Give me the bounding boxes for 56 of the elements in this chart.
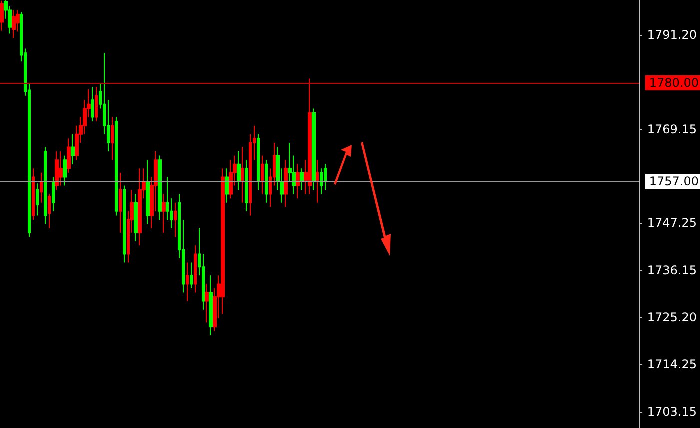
candlestick	[245, 160, 248, 212]
candlestick	[40, 172, 43, 204]
candlestick	[71, 134, 75, 165]
candlestick	[225, 168, 229, 204]
candlestick	[209, 275, 213, 336]
candlestick	[300, 168, 304, 191]
y-tick-label: 1736.15	[647, 264, 697, 278]
candlestick	[134, 194, 138, 242]
y-tick-label: 1703.15	[647, 404, 697, 419]
candlestick	[138, 168, 142, 246]
candlestick	[32, 168, 35, 220]
candlestick	[63, 155, 67, 186]
y-tick-label: 1725.20	[647, 310, 697, 325]
candlestick	[316, 160, 319, 204]
y-tick-label: 1747.25	[647, 216, 697, 230]
ref-line-label: 1780.00	[649, 76, 699, 90]
candlestick	[44, 146, 47, 225]
candlestick	[36, 183, 39, 216]
candlestick	[174, 202, 177, 238]
candlestick	[146, 160, 150, 225]
ref-line-label: 1757.00	[649, 174, 699, 188]
candlestick	[91, 86, 94, 122]
candlestick	[52, 176, 55, 212]
candlestick	[237, 151, 241, 191]
candlestick	[55, 151, 59, 191]
candlestick	[12, 10, 16, 39]
candlestick	[265, 160, 268, 204]
y-tick-label: 1791.20	[647, 28, 697, 42]
candlestick	[324, 164, 327, 191]
candlestick	[241, 146, 244, 204]
y-tick-label: 1714.25	[647, 357, 697, 372]
candlestick	[95, 86, 98, 122]
candlestick	[67, 138, 71, 174]
candlestick	[59, 151, 63, 186]
candlestick	[111, 116, 114, 161]
candlestick	[284, 160, 288, 208]
candlestick	[205, 284, 209, 324]
candlestick	[229, 160, 233, 200]
candlestick	[308, 78, 312, 195]
candlestick	[312, 108, 316, 191]
candlestick	[162, 194, 166, 234]
candlestick	[190, 262, 193, 289]
candlestick	[186, 262, 189, 302]
candlestick	[320, 168, 323, 195]
y-tick-label: 1769.15	[647, 122, 697, 136]
candlestick	[123, 185, 126, 264]
candlestick	[194, 245, 197, 294]
candlestick	[115, 116, 118, 216]
candlestick	[158, 155, 162, 220]
candlestick	[48, 194, 51, 230]
candlestick	[119, 172, 122, 234]
candlestick	[257, 134, 260, 191]
candlestick	[221, 168, 225, 315]
candlestick	[261, 155, 264, 195]
candlestick	[296, 164, 300, 200]
candlestick	[0, 0, 4, 32]
